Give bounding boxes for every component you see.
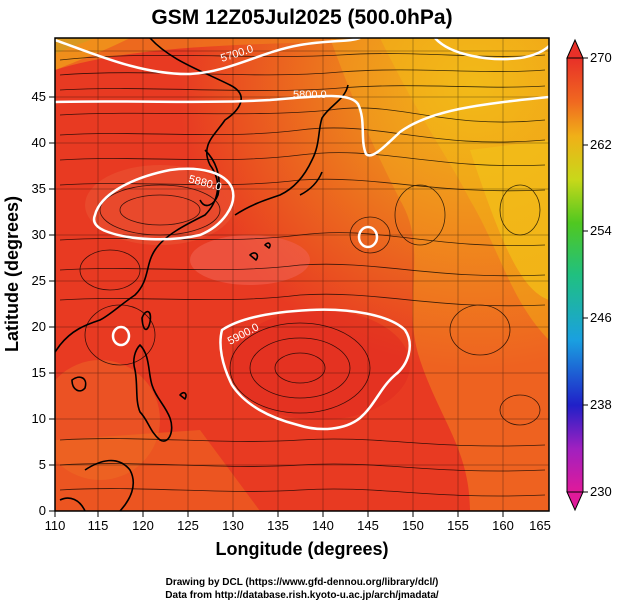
colorbar-tick-label: 238 [590,397,612,412]
x-axis-label: Longitude (degrees) [215,539,388,559]
x-tick-label: 140 [312,518,334,533]
x-tick-label: 145 [357,518,379,533]
colorbar: 270 262 254 246 238 230 [566,38,612,512]
y-tick-label: 15 [32,365,46,380]
grid-lines [55,38,549,511]
contour-5880-sw [111,325,131,347]
y-tick-label: 35 [32,181,46,196]
contour-5880-west [92,167,235,241]
plot-area [55,38,549,511]
credit-drawing: Drawing by DCL (https://www.gfd-dennou.o… [166,577,439,588]
y-tick-label: 5 [39,457,46,472]
philippines-coast [133,344,173,442]
wind-streamlines [59,53,546,497]
taiwan-coast [141,310,152,331]
colorbar-bottom-arrow [566,491,584,512]
contour-5700 [55,38,361,76]
y-tick-label: 30 [32,227,46,242]
x-tick-label: 115 [88,518,109,533]
colorbar-tick-label: 262 [590,137,612,152]
y-axis: 0 5 10 15 20 25 30 35 40 45 Latitude (de… [2,89,55,518]
x-tick-label: 150 [402,518,424,533]
chart-title: GSM 12Z05Jul2025 (500.0hPa) [151,6,452,29]
contour-5800 [55,94,549,157]
colorbar-tick-label: 246 [590,310,612,325]
x-tick-label: 120 [132,518,154,533]
colorbar-scale [566,57,584,493]
height-contours [55,38,549,431]
contour-5880-east [357,225,379,249]
y-tick-label: 40 [32,135,46,150]
hainan-coast [71,376,87,392]
mainland-coast [55,38,242,353]
x-tick-label: 160 [492,518,514,533]
korea-coast [199,149,220,207]
colorbar-top-arrow [566,38,584,59]
x-tick-label: 125 [177,518,199,533]
y-axis-label: Latitude (degrees) [2,196,22,352]
japan-coast [234,84,349,216]
contour-5900 [219,308,411,431]
contour-5700-ne [434,38,549,61]
x-tick-label: 135 [267,518,289,533]
y-tick-label: 20 [32,319,46,334]
y-tick-label: 45 [32,89,46,104]
y-tick-label: 25 [32,273,46,288]
y-tick-label: 0 [39,503,46,518]
borneo-coast [59,459,135,511]
x-tick-label: 165 [529,518,551,533]
colorbar-tick-label: 230 [590,484,612,499]
x-tick-label: 130 [222,518,244,533]
plot-frame [54,37,550,512]
x-tick-label: 155 [447,518,469,533]
x-tick-label: 110 [45,518,66,533]
credit-data: Data from http://database.rish.kyoto-u.a… [165,590,439,601]
x-axis: 110 115 120 125 130 135 140 145 150 155 … [45,511,551,559]
y-tick-label: 10 [32,411,46,426]
colorbar-tick-label: 270 [590,50,612,65]
colorbar-tick-label: 254 [590,223,612,238]
contour-label-5800: 5800.0 [293,89,327,101]
coastlines [55,38,349,511]
